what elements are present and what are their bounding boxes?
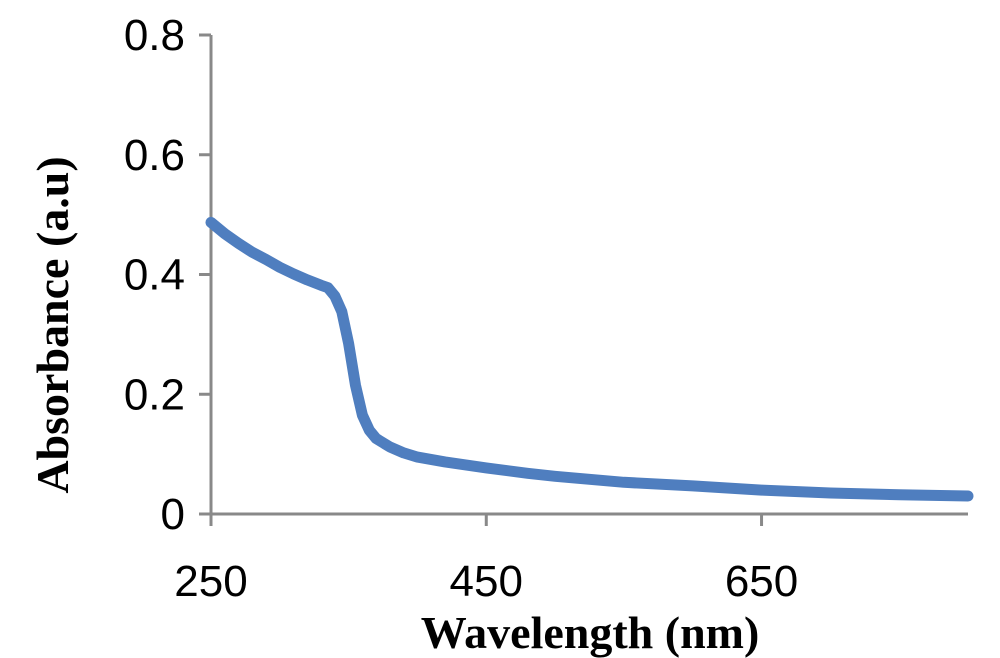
y-tick-label: 0.8 — [124, 11, 185, 60]
x-tick-label: 250 — [174, 557, 247, 606]
y-tick-label: 0.2 — [124, 370, 185, 419]
y-tick-label: 0 — [161, 490, 185, 539]
series-group — [205, 216, 974, 502]
axes — [209, 35, 968, 516]
absorbance-series-line — [205, 216, 974, 502]
y-tick-label: 0.4 — [124, 251, 185, 300]
y-axis-ticks: 0 0.2 0.4 0.6 0.8 — [124, 11, 211, 539]
y-axis-title: Absorbance (a.u) — [27, 156, 78, 493]
x-axis-ticks: 250 450 650 — [174, 514, 798, 606]
x-axis-title: Wavelength (nm) — [421, 607, 760, 658]
x-tick-label: 450 — [450, 557, 523, 606]
x-tick-label: 650 — [725, 557, 798, 606]
y-tick-label: 0.6 — [124, 131, 185, 180]
